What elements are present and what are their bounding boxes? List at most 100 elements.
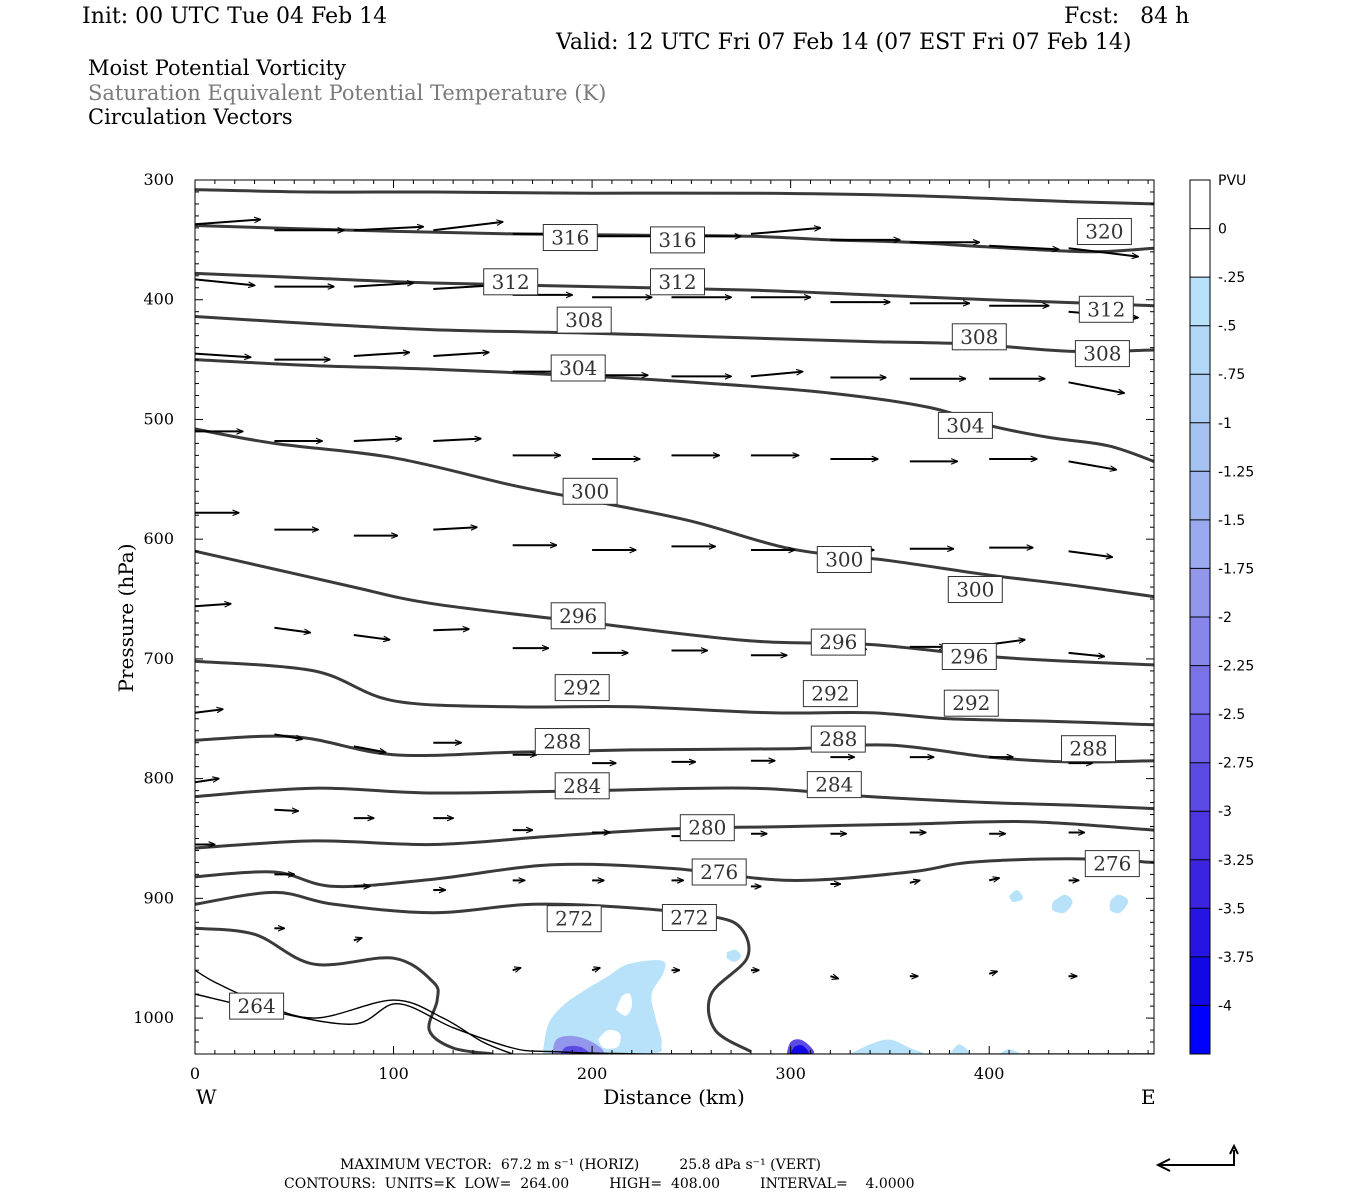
contour-label: 292 (952, 691, 990, 715)
colorbar-segment (1190, 277, 1210, 327)
contour-label-box (483, 268, 539, 296)
colorbar-segment (1190, 180, 1210, 230)
contour-label-box (650, 226, 705, 254)
mpv-shade-region (850, 1039, 924, 1054)
circulation-vector (433, 222, 503, 232)
contour-label: 272 (670, 906, 708, 930)
contour-label-box (806, 771, 862, 799)
y-tick-label: 300 (143, 170, 174, 189)
mpv-shade-region (615, 993, 633, 1016)
colorbar-segment (1190, 422, 1210, 472)
circulation-vector (830, 976, 838, 978)
x-tick-label: 200 (577, 1064, 608, 1083)
contour-label-box (810, 725, 866, 753)
circulation-vector (433, 352, 489, 357)
mpv-shade-region (1009, 889, 1024, 902)
forecast-hour: Fcst: 84 h (1064, 4, 1190, 29)
circulation-vector (353, 227, 424, 232)
valid-time: Valid: 12 UTC Fri 07 Feb 14 (07 EST Fri … (556, 30, 1132, 55)
contour-label: 288 (1069, 737, 1107, 761)
circulation-vector (353, 634, 390, 640)
circulation-vector (195, 220, 261, 226)
y-tick-label: 600 (143, 529, 174, 548)
title-vectors: Circulation Vectors (88, 105, 293, 129)
contour-label: 312 (1087, 297, 1125, 321)
circulation-vector (433, 629, 469, 630)
circulation-vector (274, 810, 298, 811)
contour-label-box (650, 268, 705, 296)
plot-frame (194, 179, 1155, 1055)
contour-label-box (550, 354, 606, 382)
contour-line (195, 224, 1154, 254)
circulation-vector (988, 971, 997, 973)
contour-label-box (937, 411, 993, 439)
circulation-vector (909, 880, 920, 882)
colorbar-label: -3 (1218, 804, 1232, 820)
colorbar-title: PVU (1218, 173, 1246, 189)
colorbar-segment (1190, 1005, 1210, 1055)
circulation-vector (274, 626, 310, 633)
contour-label-box (229, 992, 285, 1020)
contour-label-box (556, 306, 612, 334)
y-axis-label: Pressure (hPa) (114, 544, 138, 693)
contour-label: 300 (825, 548, 863, 572)
circulation-vector (750, 228, 821, 235)
contour-label-box (679, 814, 735, 842)
circulation-vector (1068, 247, 1139, 256)
contour-line (195, 188, 1154, 206)
circulation-vector (353, 352, 410, 357)
circulation-vector (195, 779, 219, 784)
colorbar-segment (1190, 471, 1210, 521)
contour-label-box (534, 728, 590, 755)
colorbar-label: -.75 (1218, 367, 1245, 383)
circulation-vector (1068, 381, 1125, 393)
contour-label-box (691, 858, 747, 886)
x-axis-label: Distance (km) (603, 1085, 745, 1109)
axes: 300 400 500 600 700 800 900 1000 0 100 200 300 400 (133, 170, 1154, 1083)
colorbar-segment (1190, 956, 1210, 1006)
colorbar-label: -.25 (1218, 270, 1245, 286)
colorbar-label: -2.5 (1218, 707, 1245, 723)
circulation-vectors (195, 220, 1138, 979)
contour-line (195, 734, 1154, 764)
colorbar-segment (1190, 568, 1210, 618)
contour-label: 300 (571, 479, 609, 503)
contour-line (195, 315, 1154, 353)
x-tick-label: 0 (190, 1064, 200, 1083)
x-tick-label: 300 (775, 1064, 806, 1083)
contour-line (195, 659, 1154, 727)
colorbar-segment (1190, 617, 1210, 667)
contour-line (195, 857, 1154, 889)
contour-line (195, 271, 1154, 308)
colorbar-label: -3.5 (1218, 901, 1245, 917)
mpv-shade-region (542, 960, 666, 1054)
colorbar-segment (1190, 325, 1210, 375)
max-vector-note: MAXIMUM VECTOR: 67.2 m s⁻¹ (HORIZ) 25.8 … (340, 1157, 822, 1173)
colorbar-segment (1190, 714, 1210, 764)
contour-label: 320 (1085, 220, 1123, 244)
contour-label: 276 (1093, 852, 1131, 876)
contour-label-box (816, 546, 872, 573)
colorbar-segment (1190, 665, 1210, 715)
contour-label: 292 (563, 676, 601, 700)
circulation-vector (353, 938, 362, 940)
contour-label-box (554, 674, 610, 702)
circulation-vector (512, 968, 521, 970)
circulation-vector (433, 285, 493, 290)
contour-label-box (1078, 295, 1134, 323)
pv-colorbar: 0 -.25 -.5 -.75 -1 -1.25 -1.5 -1.75 -2 -2.25 -2.5 -… (1189, 179, 1254, 1055)
circulation-vector (1068, 460, 1117, 469)
x-left-end-label: W (196, 1085, 217, 1109)
reference-vector-icon (1155, 1143, 1239, 1172)
title-mpv: Moist Potential Vorticity (88, 56, 346, 80)
colorbar-label: -1.5 (1218, 513, 1245, 529)
contour-label-box (943, 689, 999, 717)
colorbar-label: -1.25 (1218, 464, 1254, 480)
circulation-vector (195, 352, 251, 358)
circulation-vector (195, 709, 223, 714)
colorbar-label: -4 (1218, 998, 1232, 1014)
x-right-end-label: E (1141, 1085, 1156, 1109)
circulation-vector (195, 278, 255, 285)
contour-label: 304 (946, 413, 984, 437)
